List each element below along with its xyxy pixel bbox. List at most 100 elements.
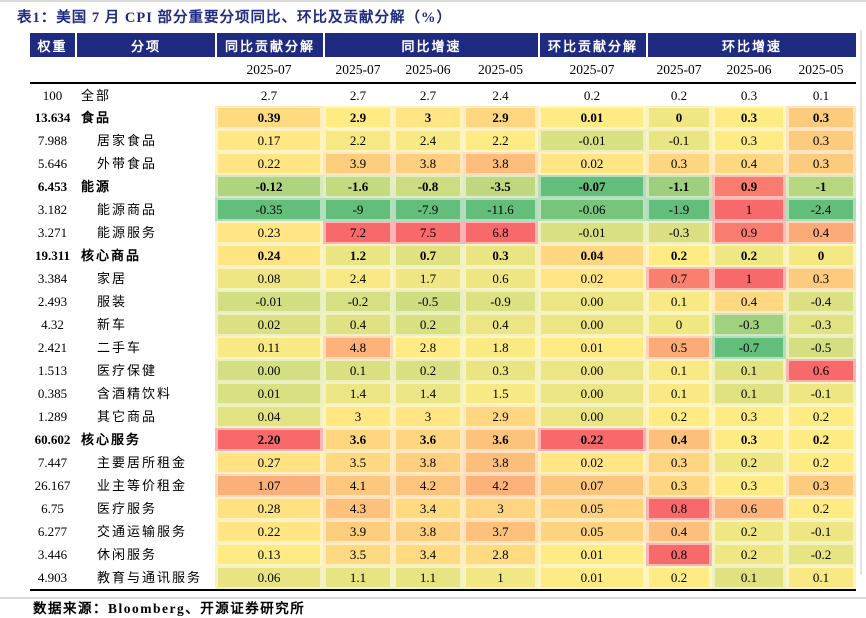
item-name-cell: 医疗服务	[97, 501, 158, 516]
table-body: 100 全部 2.7 2.7 2.7 2.4 0.2 0.2 0.3 0.1 13.634 食品 0.3…	[30, 84, 856, 589]
value-cell: 2.4	[323, 267, 393, 290]
value-cell: 1.4	[393, 382, 463, 405]
weight-cell: 5.646	[37, 156, 68, 171]
table-row: 2.493 服装 -0.01 -0.2 -0.5 -0.9 0.00 0.1 0.4 -0.4	[30, 290, 856, 313]
value-cell: 2.4	[492, 87, 509, 103]
value-cell: 0.2	[786, 405, 856, 428]
item-name-cell: 全部	[81, 87, 112, 103]
value-cell: 0.3	[646, 474, 712, 497]
value-cell: 3.8	[393, 520, 463, 543]
column-header-mom-growth: 环比增速	[646, 33, 856, 57]
value-cell: 2.9	[323, 106, 393, 129]
value-cell: 3.6	[393, 428, 463, 451]
subheader-empty	[75, 57, 215, 84]
column-header-yoy-contribution: 同比贡献分解	[215, 33, 323, 57]
item-name-cell: 其它商品	[97, 409, 158, 424]
item-name-cell: 休闲服务	[97, 547, 158, 562]
value-cell: 0.3	[786, 106, 856, 129]
value-cell: 0.17	[215, 129, 323, 152]
value-cell: -0.06	[538, 198, 646, 221]
weight-cell: 13.634	[34, 110, 71, 125]
table-row: 19.311 核心商品 0.24 1.2 0.7 0.3 0.04 0.2 0.2 0	[30, 244, 856, 267]
value-cell: 0.22	[215, 520, 323, 543]
value-cell: 0	[786, 244, 856, 267]
value-cell: 0.1	[646, 290, 712, 313]
value-cell: 0.08	[215, 267, 323, 290]
value-cell: 0.2	[712, 244, 786, 267]
value-cell: 1	[463, 566, 538, 589]
value-cell: 3.7	[463, 520, 538, 543]
value-cell: 0.2	[646, 566, 712, 589]
value-cell: 0.3	[712, 106, 786, 129]
value-cell: 2.20	[215, 428, 323, 451]
value-cell: 3	[393, 106, 463, 129]
value-cell: 0.2	[646, 405, 712, 428]
value-cell: 0.3	[786, 152, 856, 175]
value-cell: 0.01	[538, 336, 646, 359]
value-cell: 0.1	[646, 359, 712, 382]
subheader-date: 2025-05	[463, 57, 538, 84]
item-name-cell: 主要居所租金	[97, 455, 188, 470]
table-row: 6.75 医疗服务 0.28 4.3 3.4 3 0.05 0.8 0.6 0.2	[30, 497, 856, 520]
value-cell: -0.3	[786, 313, 856, 336]
value-cell: 0.3	[463, 244, 538, 267]
value-cell: 0.4	[646, 428, 712, 451]
weight-cell: 2.421	[37, 340, 68, 355]
value-cell: -0.35	[215, 198, 323, 221]
value-cell: -0.1	[646, 129, 712, 152]
subheader-date: 2025-05	[786, 57, 856, 84]
value-cell: 3.9	[323, 520, 393, 543]
value-cell: 1.1	[323, 566, 393, 589]
value-cell: -1	[786, 175, 856, 198]
value-cell: 3.9	[323, 152, 393, 175]
value-cell: 0.00	[538, 382, 646, 405]
value-cell: 2.2	[463, 129, 538, 152]
page-right-border	[860, 30, 862, 575]
value-cell: 3.4	[393, 543, 463, 566]
source-bar: 数据来源：Bloomberg、开源证券研究所	[30, 589, 856, 618]
value-cell: 0.1	[712, 382, 786, 405]
value-cell: 2.2	[323, 129, 393, 152]
value-cell: 0.8	[646, 543, 712, 566]
table-row: 6.277 交通运输服务 0.22 3.9 3.8 3.7 0.05 0.4 0.2 -0.1	[30, 520, 856, 543]
item-name-cell: 能源商品	[97, 202, 158, 217]
column-header-mom-contribution: 环比贡献分解	[538, 33, 646, 57]
table-header-row: 权重 分项 同比贡献分解 同比增速 环比贡献分解 环比增速	[30, 33, 856, 57]
value-cell: 0.2	[712, 451, 786, 474]
value-cell: 0.27	[215, 451, 323, 474]
value-cell: 0.1	[646, 382, 712, 405]
table-row: 1.289 其它商品 0.04 3 3 2.9 0.00 0.2 0.3 0.2	[30, 405, 856, 428]
weight-cell: 7.988	[37, 133, 68, 148]
value-cell: 0.24	[215, 244, 323, 267]
column-header-item: 分项	[75, 33, 215, 57]
value-cell: -0.3	[712, 313, 786, 336]
value-cell: 3.8	[393, 451, 463, 474]
item-name-cell: 核心商品	[81, 248, 142, 263]
value-cell: 0.06	[215, 566, 323, 589]
value-cell: 1.1	[393, 566, 463, 589]
value-cell: -11.6	[463, 198, 538, 221]
value-cell: 0.3	[712, 428, 786, 451]
item-name-cell: 家居	[97, 271, 128, 286]
value-cell: -0.01	[215, 290, 323, 313]
value-cell: 0.00	[538, 405, 646, 428]
value-cell: 3	[463, 497, 538, 520]
value-cell: -3.5	[463, 175, 538, 198]
value-cell: 0.2	[393, 359, 463, 382]
table-row: 6.453 能源 -0.12 -1.6 -0.8 -3.5 -0.07 -1.1 0.9 -1	[30, 175, 856, 198]
weight-cell: 0.385	[37, 386, 68, 401]
value-cell: 0.23	[215, 221, 323, 244]
data-source-note: 数据来源：Bloomberg、开源证券研究所	[33, 601, 306, 616]
cpi-table: 权重 分项 同比贡献分解 同比增速 环比贡献分解 环比增速 2025-07 20…	[30, 33, 856, 589]
page-top-border	[0, 0, 866, 2]
value-cell: 0.9	[712, 175, 786, 198]
value-cell: 0.6	[786, 359, 856, 382]
value-cell: -0.01	[538, 129, 646, 152]
value-cell: 0.5	[646, 336, 712, 359]
value-cell: 1	[712, 267, 786, 290]
value-cell: -0.3	[646, 221, 712, 244]
value-cell: 0.1	[812, 87, 830, 103]
item-name-cell: 二手车	[97, 340, 143, 355]
table-row: 60.602 核心服务 2.20 3.6 3.6 3.6 0.22 0.4 0.3 0.2	[30, 428, 856, 451]
weight-cell: 100	[42, 87, 63, 103]
